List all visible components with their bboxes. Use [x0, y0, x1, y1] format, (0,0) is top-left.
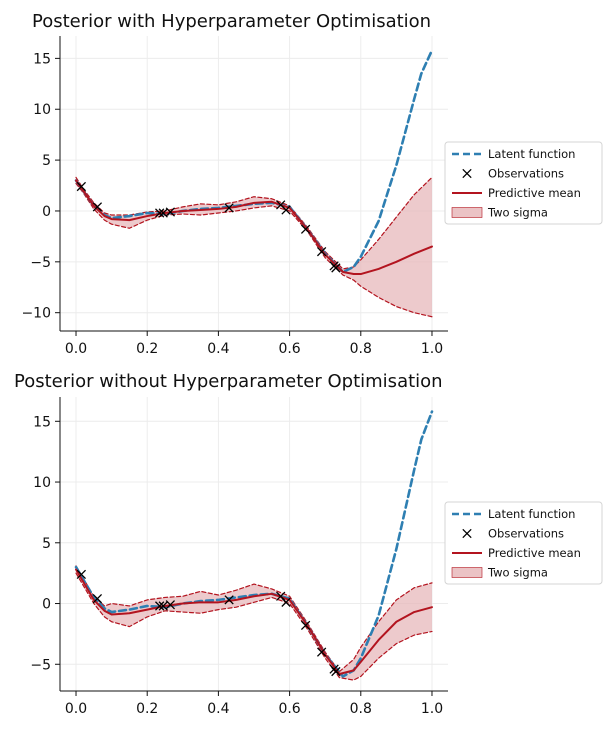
latent-function-line	[74, 410, 434, 678]
x-tick-label: 0.4	[207, 341, 229, 357]
observation-point	[281, 205, 291, 215]
observation-point	[165, 600, 176, 610]
chart-title: Posterior with Hyperparameter Optimisati…	[32, 11, 431, 32]
y-tick-label: 0	[42, 204, 51, 220]
plot-area	[74, 410, 434, 681]
x-tick-label: 0.2	[136, 701, 158, 717]
x-tick-label: 0.0	[65, 341, 87, 357]
x-tick-label: 0.2	[136, 341, 158, 357]
predictive-mean-line	[75, 568, 433, 675]
x-tick-label: 0.6	[278, 701, 300, 717]
y-tick-label: 5	[42, 536, 51, 552]
plot-area	[74, 48, 434, 318]
x-tick-label: 0.6	[278, 341, 300, 357]
two-sigma-band	[76, 177, 432, 317]
y-tick-label: 10	[33, 475, 51, 491]
two-sigma-lower	[75, 572, 433, 681]
observation-point	[316, 246, 327, 257]
predictive-mean-line	[75, 179, 433, 276]
chart-panel-1: 0.0 0.2 0.4 0.6 0.8 1.0 15 10 5 0 −5 −10 Posterior w…	[21, 11, 603, 357]
y-tick-label: −5	[30, 657, 51, 673]
legend-mean-label: Predictive mean	[488, 186, 581, 200]
y-tick-label: −10	[21, 306, 51, 322]
legend-latent-label: Latent function	[488, 507, 575, 521]
legend-mean-label: Predictive mean	[488, 546, 581, 560]
x-tick-label: 1.0	[421, 341, 443, 357]
observation-point	[76, 181, 87, 192]
chart-title: Posterior without Hyperparameter Optimis…	[14, 371, 443, 392]
two-sigma-upper	[75, 176, 433, 270]
legend-box	[444, 141, 603, 225]
y-tick-label: 0	[42, 597, 51, 613]
two-sigma-band	[76, 565, 432, 681]
observation-point	[316, 647, 327, 657]
x-tick-label: 0.8	[350, 341, 372, 357]
x-tick-label: 1.0	[421, 701, 443, 717]
legend-observation-marker	[462, 168, 472, 179]
legend: Latent function Observations Predictive me…	[444, 501, 603, 585]
y-tick-label: 15	[33, 414, 51, 430]
observation-point	[92, 202, 103, 212]
x-tick-label: 0.8	[350, 701, 372, 717]
y-tick-label: 5	[42, 153, 51, 169]
legend: Latent function Observations Predictive me…	[444, 141, 603, 225]
y-tick-label: 10	[33, 102, 51, 118]
observation-point	[281, 597, 291, 607]
legend-sigma-label: Two sigma	[487, 566, 548, 580]
observation-point	[331, 263, 341, 273]
legend-observation-marker	[462, 528, 472, 539]
observation-point	[155, 208, 165, 218]
observation-point	[224, 203, 234, 213]
legend-box	[444, 501, 603, 585]
observation-point	[92, 594, 103, 604]
observation-point	[165, 207, 176, 217]
y-tick-label: −5	[30, 255, 51, 271]
x-tick-label: 0.0	[65, 701, 87, 717]
y-tick-label: 15	[33, 51, 51, 67]
legend-observations-label: Observations	[488, 167, 564, 181]
legend-latent-label: Latent function	[488, 147, 575, 161]
two-sigma-lower	[75, 182, 433, 318]
legend-sigma-label: Two sigma	[487, 206, 548, 220]
observation-point	[300, 224, 311, 234]
two-sigma-upper	[75, 565, 433, 673]
observation-point	[331, 666, 341, 677]
x-tick-label: 0.4	[207, 701, 229, 717]
latent-function-line	[74, 48, 434, 274]
observation-point	[224, 595, 234, 605]
chart-panel-2: 0.0 0.2 0.4 0.6 0.8 1.0 15 10 5 0 −5 Posterior with…	[14, 371, 603, 717]
legend-observations-label: Observations	[488, 527, 564, 541]
observation-point	[76, 569, 87, 580]
legend-sigma-swatch	[451, 207, 483, 218]
legend-sigma-swatch	[451, 567, 483, 578]
observation-point	[155, 601, 165, 611]
observation-point	[300, 620, 311, 631]
